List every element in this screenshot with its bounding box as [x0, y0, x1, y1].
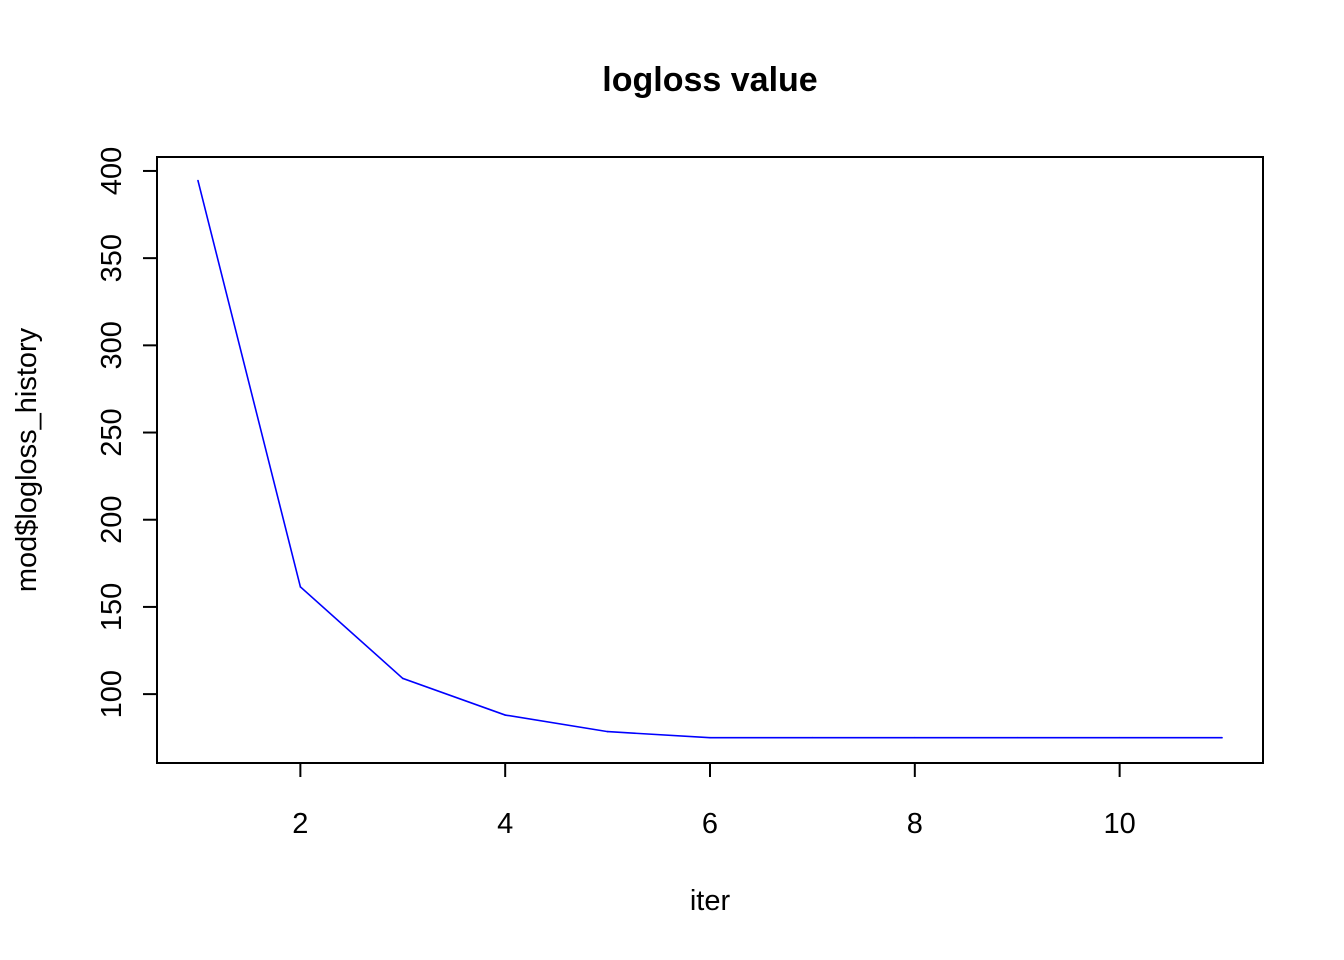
- y-axis-label: mod$logloss_history: [11, 327, 43, 592]
- x-axis-ticks: 2 4 6 8 10: [292, 763, 1136, 840]
- series-layer: [197, 179, 1223, 739]
- y-tick-label: 100: [96, 670, 128, 718]
- data-point: [504, 714, 506, 716]
- plot-frame: [156, 156, 1264, 764]
- data-point: [811, 736, 814, 739]
- x-tick-label: 6: [702, 808, 718, 840]
- x-tick-label: 8: [907, 808, 923, 840]
- y-tick-label: 250: [96, 408, 128, 456]
- x-tick-label: 2: [292, 808, 308, 840]
- data-point: [1016, 736, 1019, 739]
- y-tick-label: 200: [96, 496, 128, 544]
- y-tick-label: 350: [96, 234, 128, 282]
- y-tick-label: 400: [96, 147, 128, 195]
- data-point: [401, 677, 404, 680]
- series-line: [197, 180, 1223, 739]
- data-point: [1221, 736, 1223, 739]
- y-tick-label: 150: [96, 583, 128, 631]
- x-axis-label: iter: [690, 885, 731, 917]
- data-point: [299, 586, 302, 588]
- y-axis-ticks: 100 150 200 250 300 350 400: [96, 147, 157, 718]
- x-tick-label: 10: [1103, 808, 1135, 840]
- data-point: [606, 730, 609, 733]
- data-point: [709, 736, 711, 739]
- chart-title: logloss value: [602, 61, 817, 99]
- data-point: [914, 736, 916, 739]
- data-point: [1118, 736, 1121, 739]
- data-point: [197, 179, 199, 182]
- y-tick-label: 300: [96, 321, 128, 369]
- x-tick-label: 4: [497, 808, 513, 840]
